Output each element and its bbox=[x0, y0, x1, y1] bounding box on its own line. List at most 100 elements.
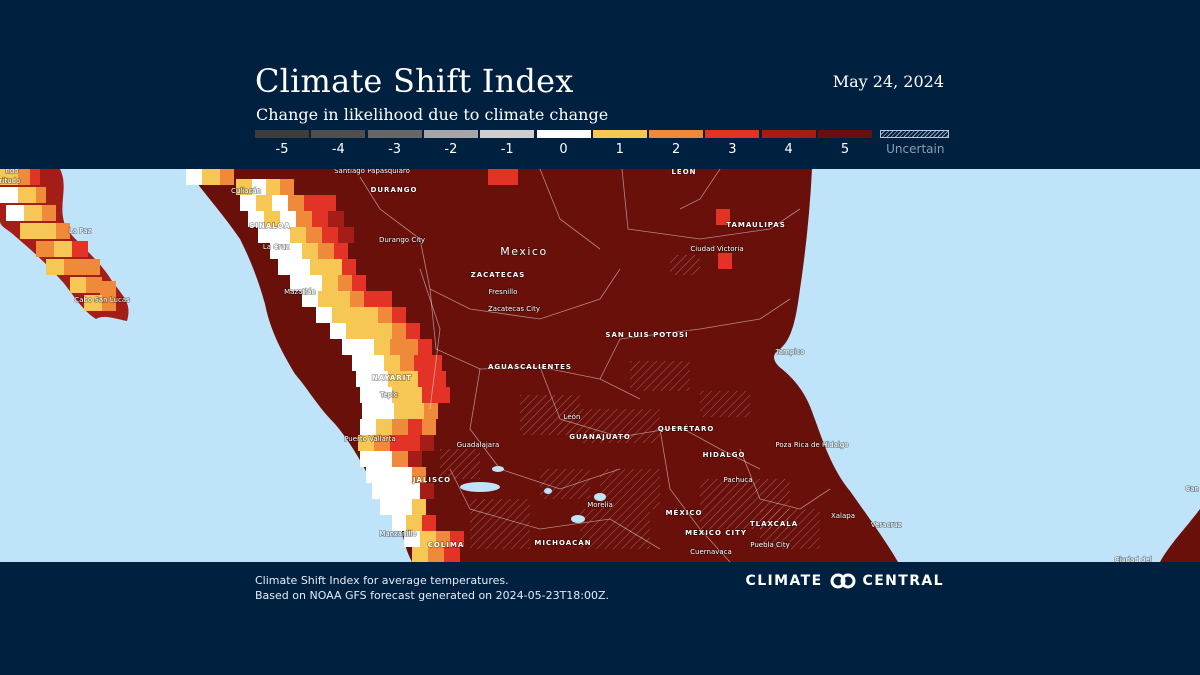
csi-cell bbox=[358, 339, 374, 355]
state-border bbox=[659, 428, 731, 562]
state-border bbox=[359, 176, 621, 320]
csi-cell bbox=[404, 483, 420, 499]
city-label: ndo bbox=[5, 169, 18, 175]
city-label: Tepic bbox=[379, 391, 398, 399]
csi-cell bbox=[428, 547, 444, 562]
csi-cell bbox=[716, 209, 730, 225]
state-border bbox=[621, 169, 801, 240]
csi-cell bbox=[404, 339, 418, 355]
state-label: SAN LUIS POTOSÍ bbox=[605, 330, 688, 339]
csi-cell bbox=[294, 259, 310, 275]
csi-cell bbox=[374, 435, 390, 451]
csi-cell bbox=[270, 243, 286, 259]
csi-cell bbox=[364, 307, 378, 323]
legend-label-uncertain: Uncertain bbox=[886, 142, 945, 156]
city-label: Can bbox=[1185, 485, 1199, 493]
footnote-source: Based on NOAA GFS forecast generated on … bbox=[255, 589, 610, 602]
csi-cell bbox=[410, 403, 424, 419]
state-borders bbox=[359, 169, 831, 562]
csi-cell bbox=[306, 227, 322, 243]
city-label: Cabo San Lucas bbox=[74, 296, 130, 304]
csi-cell bbox=[36, 187, 46, 203]
csi-cell bbox=[338, 275, 352, 291]
csi-cell bbox=[356, 371, 372, 387]
csi-cell bbox=[422, 387, 436, 403]
legend-swatch bbox=[311, 130, 366, 138]
climate-central-logo[interactable]: CLIMATE CENTRAL bbox=[746, 572, 944, 590]
csi-cell bbox=[24, 205, 42, 221]
legend-label: 2 bbox=[671, 142, 681, 157]
map-panel[interactable]: Santiago Papasquiaro Culiacán La Paz La Cru… bbox=[0, 169, 1200, 562]
csi-cell bbox=[424, 403, 438, 419]
city-label: ritudo bbox=[0, 177, 20, 185]
csi-cell bbox=[428, 355, 442, 371]
legend-swatch bbox=[423, 130, 478, 138]
lake bbox=[594, 493, 606, 501]
city-label: Guadalajara bbox=[457, 441, 500, 449]
city-label: Zacatecas City bbox=[488, 305, 540, 313]
csi-cell bbox=[72, 241, 88, 257]
csi-cell bbox=[328, 211, 344, 227]
csi-cell bbox=[330, 323, 346, 339]
csi-cell bbox=[42, 205, 56, 221]
legend-label: -4 bbox=[331, 142, 345, 157]
csi-cell bbox=[384, 355, 400, 371]
csi-cell bbox=[84, 295, 102, 311]
city-label: Tampico bbox=[775, 348, 805, 356]
csi-cell bbox=[288, 195, 304, 211]
state-border bbox=[739, 448, 831, 510]
csi-cell bbox=[350, 291, 364, 307]
legend-swatch bbox=[480, 130, 535, 138]
csi-cell bbox=[418, 371, 432, 387]
csi-cell bbox=[248, 211, 264, 227]
city-label: Pachuca bbox=[723, 476, 752, 484]
state-label: TAMAULIPAS bbox=[726, 221, 786, 229]
csi-cell bbox=[100, 281, 116, 297]
csi-cell bbox=[406, 323, 420, 339]
csi-cell bbox=[266, 179, 280, 195]
state-border bbox=[599, 298, 791, 380]
csi-cell bbox=[286, 243, 302, 259]
csi-cell bbox=[338, 227, 354, 243]
city-label: Morelia bbox=[587, 501, 613, 509]
csi-cell bbox=[322, 227, 338, 243]
uncertain-hatching bbox=[440, 255, 820, 549]
csi-cell bbox=[352, 275, 366, 291]
csi-cell bbox=[366, 467, 382, 483]
csi-cell bbox=[444, 547, 460, 562]
legend-swatch bbox=[818, 130, 872, 138]
date-label: May 24, 2024 bbox=[832, 72, 944, 91]
csi-cell bbox=[362, 403, 378, 419]
csi-cell bbox=[320, 195, 336, 211]
lake bbox=[544, 488, 552, 494]
state-border bbox=[449, 468, 661, 550]
state-label: MÉXICO bbox=[666, 508, 703, 517]
uncertain-hatch bbox=[540, 469, 590, 499]
csi-cell bbox=[280, 179, 294, 195]
csi-cell bbox=[406, 435, 420, 451]
city-label: Culiacán bbox=[231, 187, 261, 195]
csi-cell bbox=[290, 227, 306, 243]
legend-label: 1 bbox=[615, 142, 624, 157]
csi-cell bbox=[256, 195, 272, 211]
csi-map[interactable]: Santiago Papasquiaro Culiacán La Paz La Cru… bbox=[0, 169, 1200, 562]
uncertain-hatch bbox=[580, 509, 650, 549]
csi-cell bbox=[398, 467, 414, 483]
csi-cell bbox=[46, 259, 64, 275]
city-label: Cuernavaca bbox=[690, 548, 732, 556]
csi-cell bbox=[278, 259, 294, 275]
csi-cell bbox=[70, 277, 86, 293]
csi-cell bbox=[342, 259, 356, 275]
city-label: Puerto Vallarta bbox=[344, 435, 396, 443]
csi-cell bbox=[352, 355, 368, 371]
csi-cell bbox=[38, 223, 56, 239]
csi-cell bbox=[360, 419, 376, 435]
csi-cell bbox=[392, 307, 406, 323]
csi-cell bbox=[280, 211, 296, 227]
state-label: NAYARIT bbox=[372, 374, 412, 382]
csi-cell bbox=[450, 531, 464, 547]
csi-cell bbox=[362, 323, 378, 339]
csi-cell bbox=[274, 227, 290, 243]
csi-cell bbox=[390, 339, 404, 355]
csi-cell bbox=[392, 419, 408, 435]
